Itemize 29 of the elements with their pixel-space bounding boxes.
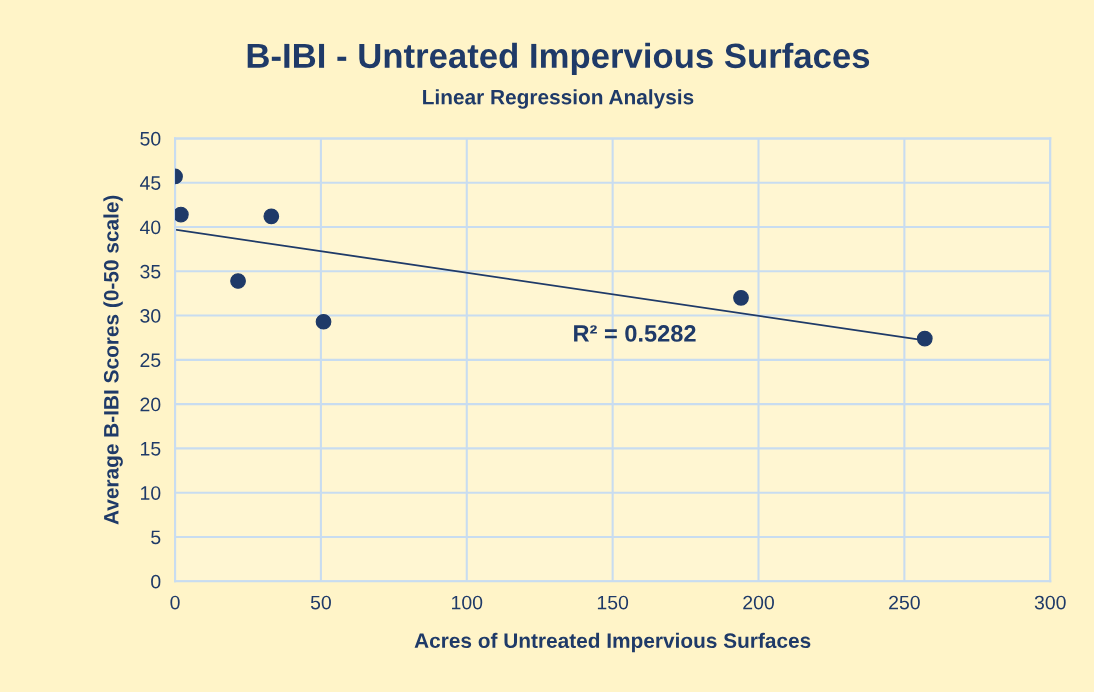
x-tick-label: 50 (310, 595, 331, 610)
y-tick-label: 45 (139, 176, 161, 190)
x-axis-title: Acres of Untreated Impervious Surfaces (414, 632, 811, 653)
chart-subtitle: Linear Regression Analysis (423, 89, 694, 109)
chart-title: B-IBI - Untreated Impervious Surfaces (247, 42, 870, 75)
y-tick-label: 30 (140, 309, 161, 323)
point (263, 208, 280, 225)
point (175, 206, 189, 223)
y-tick-label: 10 (141, 486, 161, 500)
y-tick-label: 40 (139, 220, 161, 235)
y-tick-label: 25 (140, 353, 161, 368)
annotation: R² = 0.5282 (574, 325, 696, 342)
y-tick-label: 0 (151, 574, 161, 589)
point (230, 273, 246, 289)
x-tick-label: 300 (1034, 595, 1066, 610)
y-tick-label: 20 (140, 397, 161, 412)
point (733, 289, 749, 306)
y-tick-label: 35 (140, 264, 161, 279)
y-tick-label: 5 (151, 530, 161, 545)
point (315, 313, 332, 330)
x-tick-label: 200 (743, 595, 774, 610)
x-tick-label: 250 (889, 595, 920, 610)
y-axis-title: Average B-IBI Scores (0-50 scale) (103, 195, 123, 525)
x-tick-label: 0 (170, 595, 180, 610)
x-tick-label: 150 (597, 595, 629, 610)
x-tick-label: 100 (452, 595, 483, 610)
y-tick-label: 50 (140, 131, 161, 146)
y-tick-label: 15 (141, 442, 161, 456)
point (916, 330, 933, 347)
